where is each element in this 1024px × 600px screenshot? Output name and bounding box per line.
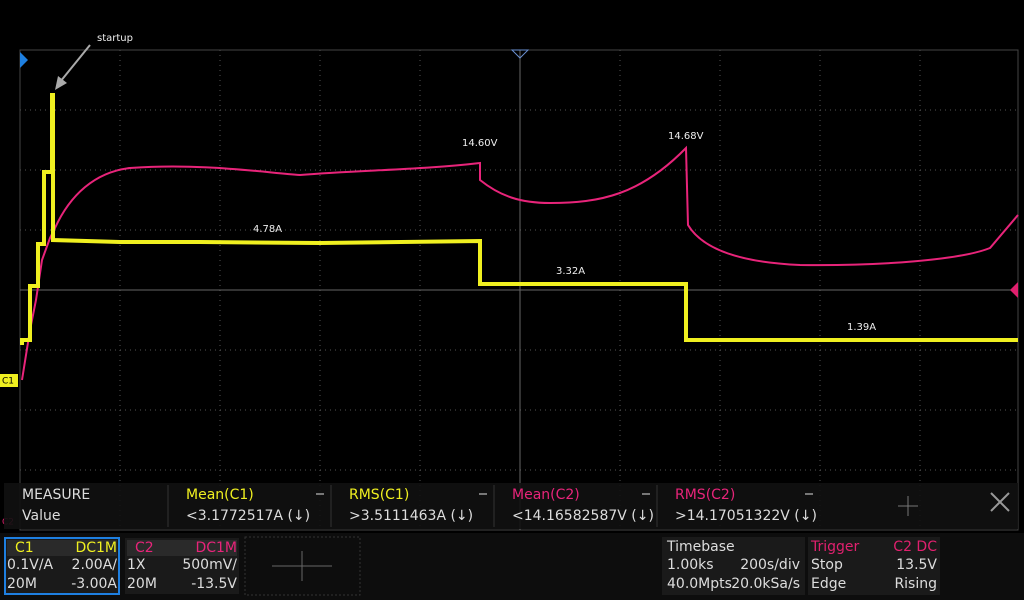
c2-trace [21,145,1019,381]
measure-items: Mean(C1) <3.1772517A (↓) RMS(C1) >3.5111463… [167,485,817,527]
timebase-scale: 200s/div [740,557,800,573]
trigger-level-marker [1010,282,1018,298]
annotation: 3.32A [556,266,585,277]
timebase-title: Timebase [666,539,735,555]
add-channel-icon [272,551,332,581]
annotation: 4.78A [253,224,282,235]
measure-value: >14.17051322V (↓) [675,508,817,524]
trigger-pos-marker [20,52,28,68]
channel-header [7,540,117,556]
measure-value: <14.16582587V (↓) [512,508,654,524]
trigger-source: C2 DC [893,539,937,555]
channel-offset: -13.5V [191,576,237,592]
annotation: 14.68V [668,131,704,142]
measure-row-label: Value [22,508,60,524]
measure-name: RMS(C1) [349,487,409,503]
arrow-head [55,76,67,90]
channel-name: C2 [135,540,154,556]
channel-scale: 500mV/ [182,557,237,573]
channel-coupling: DC1M [195,540,237,556]
c1-trace [20,93,1018,345]
measure-name: RMS(C2) [675,487,735,503]
channel-bandwidth: 20M [127,576,157,592]
channel-boxes: C1 DC1M 0.1V/A 2.00A/20M -3.00A C2 DC1M 1X 500mV… [4,537,239,595]
trigger-type: Edge [811,576,846,592]
timebase-points: 40.0Mpts [667,576,732,592]
measure-panel [4,483,1018,529]
c1-marker: C1 [2,377,14,387]
close-icon[interactable] [990,492,1010,512]
channel-scale: 2.00A/ [72,557,118,573]
annotation: 1.39A [847,322,876,333]
trigger-delay-marker [510,49,530,59]
channel-offset: -3.00A [71,576,117,592]
annotation: startup [97,33,133,44]
channel-probe: 0.1V/A [7,557,54,573]
channel-bandwidth: 20M [7,576,37,592]
measure-name: Mean(C2) [512,487,580,503]
channel-header [127,540,237,556]
c1-marker-bg [0,374,18,387]
timebase-rate: 20.0kSa/s [731,576,800,592]
trigger-box[interactable] [808,537,940,595]
arrow [59,44,91,83]
trigger-level: 13.5V [896,557,937,573]
annotation: 14.60V [462,138,498,149]
trigger-mode: Stop [811,557,843,573]
measure-value: >3.5111463A (↓) [349,508,473,524]
timebase-delay: 1.00ks [667,557,714,573]
measure-name: Mean(C1) [186,487,254,503]
trigger-slope: Rising [894,576,937,592]
channel-coupling: DC1M [75,540,117,556]
measure-header: MEASURE [22,487,90,503]
empty-slot[interactable] [244,536,361,596]
trigger-title: Trigger [810,539,860,555]
timebase-box[interactable] [662,537,805,595]
channel-probe: 1X [127,557,146,573]
channel-name: C1 [15,540,34,556]
measure-value: <3.1772517A (↓) [186,508,310,524]
